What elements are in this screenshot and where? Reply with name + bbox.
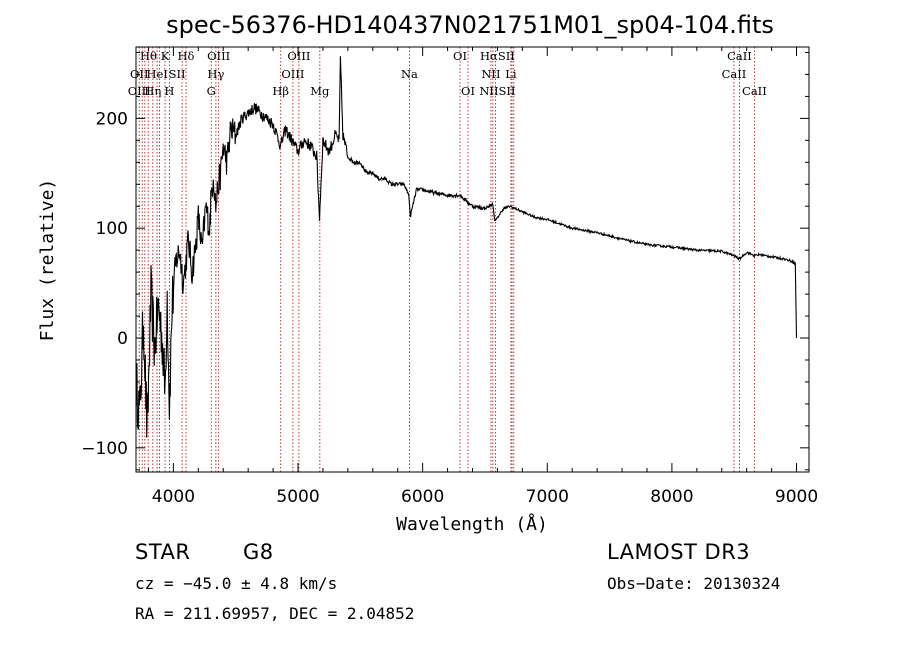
y-tick-label: 100 xyxy=(96,219,128,239)
line-label-na: Na xyxy=(401,67,418,81)
spectrum-chart: spec-56376-HD140437N021751M01_sp04-104.f… xyxy=(37,11,818,535)
line-label-niisii: NIISII xyxy=(479,84,515,98)
y-tick-label: 0 xyxy=(117,329,128,349)
spectrum-line xyxy=(135,56,798,438)
line-label-oiii: OIII xyxy=(207,49,230,63)
observation-date: Obs−Date: 20130324 xyxy=(607,574,781,593)
line-label-hθ: Hθ xyxy=(140,49,157,63)
plot-frame xyxy=(135,46,810,473)
line-label-oiii: OIII xyxy=(287,49,310,63)
line-label-oiii: OIII xyxy=(128,84,151,98)
x-tick-label: 8000 xyxy=(650,487,693,507)
line-label-g: G xyxy=(207,84,216,98)
line-label-caii: CaII xyxy=(722,67,747,81)
line-label-hη: Hη xyxy=(144,84,161,98)
line-label-caii: CaII xyxy=(727,49,752,63)
line-label-oi: OI xyxy=(453,49,467,63)
line-label-hδ: Hδ xyxy=(177,49,194,63)
x-tick-label: 9000 xyxy=(775,487,818,507)
line-label-hβ: Hβ xyxy=(272,84,289,98)
survey-name: LAMOST DR3 xyxy=(607,540,751,564)
line-label-sii: SII xyxy=(169,67,186,81)
line-label-li: Li xyxy=(505,67,517,81)
x-tick-label: 5000 xyxy=(276,487,319,507)
line-label-nii: NII xyxy=(481,67,500,81)
line-label-oiii: OIII xyxy=(281,67,304,81)
x-axis: 4000 5000 6000 7000 8000 9000 xyxy=(147,47,818,507)
redshift-cz: cz = −45.0 ± 4.8 km/s xyxy=(135,574,338,593)
spectral-line-markers xyxy=(138,47,755,472)
line-label-hαsii: HαSII xyxy=(480,49,515,63)
x-tick-label: 4000 xyxy=(152,487,195,507)
y-tick-label: 200 xyxy=(96,109,128,129)
line-label-hei: HeI xyxy=(146,67,167,81)
line-label-oi: OI xyxy=(461,84,475,98)
coordinates: RA = 211.69957, DEC = 2.04852 xyxy=(135,604,415,623)
object-class: STAR xyxy=(135,540,191,564)
chart-title: spec-56376-HD140437N021751M01_sp04-104.f… xyxy=(166,11,774,39)
line-label-k: K xyxy=(161,49,170,63)
line-label-hγ: Hγ xyxy=(207,67,224,81)
y-axis-label: Flux (relative) xyxy=(37,179,58,342)
line-label-h: H xyxy=(164,84,174,98)
line-label-caii: CaII xyxy=(742,84,767,98)
y-axis: −100 0 100 200 xyxy=(81,51,809,471)
y-tick-label: −100 xyxy=(81,439,128,459)
object-subclass: G8 xyxy=(243,540,274,564)
line-label-mg: Mg xyxy=(310,84,330,98)
x-axis-label: Wavelength (Å) xyxy=(396,513,548,535)
x-tick-label: 6000 xyxy=(401,487,444,507)
x-tick-label: 7000 xyxy=(526,487,569,507)
